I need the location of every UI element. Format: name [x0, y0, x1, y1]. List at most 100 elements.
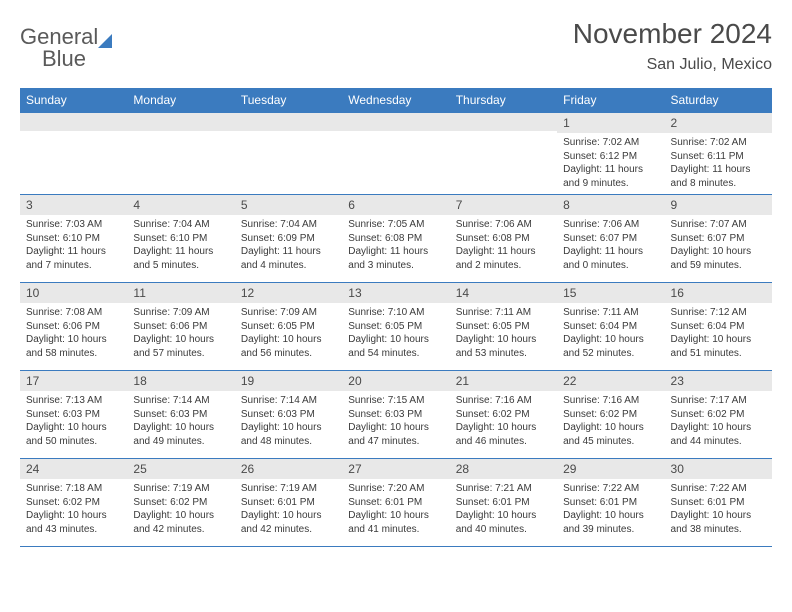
day-details: Sunrise: 7:04 AMSunset: 6:09 PMDaylight:…: [235, 215, 342, 276]
day-details: Sunrise: 7:22 AMSunset: 6:01 PMDaylight:…: [665, 479, 772, 540]
day-number: [20, 113, 127, 131]
day-cell: 6Sunrise: 7:05 AMSunset: 6:08 PMDaylight…: [342, 195, 449, 283]
day-details: Sunrise: 7:03 AMSunset: 6:10 PMDaylight:…: [20, 215, 127, 276]
day-details: Sunrise: 7:07 AMSunset: 6:07 PMDaylight:…: [665, 215, 772, 276]
daylight-line: Daylight: 10 hours and 59 minutes.: [671, 245, 766, 272]
day-number: [342, 113, 449, 131]
day-cell: 11Sunrise: 7:09 AMSunset: 6:06 PMDayligh…: [127, 283, 234, 371]
daylight-line: Daylight: 11 hours and 0 minutes.: [563, 245, 658, 272]
day-cell: 4Sunrise: 7:04 AMSunset: 6:10 PMDaylight…: [127, 195, 234, 283]
sunrise-line: Sunrise: 7:16 AM: [456, 394, 551, 408]
sunset-line: Sunset: 6:06 PM: [133, 320, 228, 334]
weekday-header: SundayMondayTuesdayWednesdayThursdayFrid…: [20, 88, 772, 113]
day-cell: 10Sunrise: 7:08 AMSunset: 6:06 PMDayligh…: [20, 283, 127, 371]
sunrise-line: Sunrise: 7:02 AM: [671, 136, 766, 150]
day-number: 22: [557, 371, 664, 391]
sunset-line: Sunset: 6:03 PM: [26, 408, 121, 422]
weekday-tuesday: Tuesday: [235, 88, 342, 113]
daylight-line: Daylight: 10 hours and 45 minutes.: [563, 421, 658, 448]
day-details: Sunrise: 7:02 AMSunset: 6:12 PMDaylight:…: [557, 133, 664, 194]
day-details: Sunrise: 7:13 AMSunset: 6:03 PMDaylight:…: [20, 391, 127, 452]
day-details: Sunrise: 7:18 AMSunset: 6:02 PMDaylight:…: [20, 479, 127, 540]
empty-cell: [450, 113, 557, 195]
day-number: 25: [127, 459, 234, 479]
sunrise-line: Sunrise: 7:17 AM: [671, 394, 766, 408]
sail-icon: [98, 34, 112, 48]
day-cell: 23Sunrise: 7:17 AMSunset: 6:02 PMDayligh…: [665, 371, 772, 459]
sunrise-line: Sunrise: 7:09 AM: [241, 306, 336, 320]
day-details: Sunrise: 7:14 AMSunset: 6:03 PMDaylight:…: [127, 391, 234, 452]
day-number: 27: [342, 459, 449, 479]
sunrise-line: Sunrise: 7:12 AM: [671, 306, 766, 320]
location: San Julio, Mexico: [573, 56, 772, 74]
sunset-line: Sunset: 6:12 PM: [563, 150, 658, 164]
day-number: 29: [557, 459, 664, 479]
calendar-table: SundayMondayTuesdayWednesdayThursdayFrid…: [20, 88, 772, 547]
sunset-line: Sunset: 6:03 PM: [348, 408, 443, 422]
week-row: 17Sunrise: 7:13 AMSunset: 6:03 PMDayligh…: [20, 371, 772, 459]
day-number: 9: [665, 195, 772, 215]
day-cell: 15Sunrise: 7:11 AMSunset: 6:04 PMDayligh…: [557, 283, 664, 371]
weekday-friday: Friday: [557, 88, 664, 113]
sunrise-line: Sunrise: 7:06 AM: [563, 218, 658, 232]
day-details: Sunrise: 7:14 AMSunset: 6:03 PMDaylight:…: [235, 391, 342, 452]
day-details: Sunrise: 7:11 AMSunset: 6:04 PMDaylight:…: [557, 303, 664, 364]
day-details: Sunrise: 7:22 AMSunset: 6:01 PMDaylight:…: [557, 479, 664, 540]
day-details: Sunrise: 7:20 AMSunset: 6:01 PMDaylight:…: [342, 479, 449, 540]
sunrise-line: Sunrise: 7:09 AM: [133, 306, 228, 320]
sunrise-line: Sunrise: 7:22 AM: [563, 482, 658, 496]
day-number: 17: [20, 371, 127, 391]
day-cell: 2 Sunrise: 7:02 AMSunset: 6:11 PMDaylight…: [665, 113, 772, 195]
daylight-line: Daylight: 10 hours and 49 minutes.: [133, 421, 228, 448]
sunset-line: Sunset: 6:02 PM: [671, 408, 766, 422]
day-cell: 5Sunrise: 7:04 AMSunset: 6:09 PMDaylight…: [235, 195, 342, 283]
daylight-line: Daylight: 11 hours and 8 minutes.: [671, 163, 766, 190]
day-details: Sunrise: 7:12 AMSunset: 6:04 PMDaylight:…: [665, 303, 772, 364]
sunset-line: Sunset: 6:10 PM: [133, 232, 228, 246]
day-cell: 1Sunrise: 7:02 AMSunset: 6:12 PMDaylight…: [557, 113, 664, 195]
day-number: 26: [235, 459, 342, 479]
month-title: November 2024: [573, 18, 772, 50]
daylight-line: Daylight: 11 hours and 3 minutes.: [348, 245, 443, 272]
sunset-line: Sunset: 6:03 PM: [133, 408, 228, 422]
daylight-line: Daylight: 10 hours and 41 minutes.: [348, 509, 443, 536]
sunset-line: Sunset: 6:08 PM: [348, 232, 443, 246]
sunset-line: Sunset: 6:08 PM: [456, 232, 551, 246]
sunset-line: Sunset: 6:03 PM: [241, 408, 336, 422]
day-number: 16: [665, 283, 772, 303]
daylight-line: Daylight: 11 hours and 4 minutes.: [241, 245, 336, 272]
day-number: [235, 113, 342, 131]
day-number: 2: [665, 113, 772, 133]
calendar-page: GeneralBlue November 2024 San Julio, Mex…: [0, 0, 792, 557]
day-number: 8: [557, 195, 664, 215]
day-cell: 17Sunrise: 7:13 AMSunset: 6:03 PMDayligh…: [20, 371, 127, 459]
day-number: 18: [127, 371, 234, 391]
sunset-line: Sunset: 6:02 PM: [26, 496, 121, 510]
sunrise-line: Sunrise: 7:13 AM: [26, 394, 121, 408]
sunset-line: Sunset: 6:04 PM: [671, 320, 766, 334]
sunset-line: Sunset: 6:11 PM: [671, 150, 766, 164]
daylight-line: Daylight: 10 hours and 47 minutes.: [348, 421, 443, 448]
day-details: Sunrise: 7:09 AMSunset: 6:06 PMDaylight:…: [127, 303, 234, 364]
day-details: Sunrise: 7:17 AMSunset: 6:02 PMDaylight:…: [665, 391, 772, 452]
sunset-line: Sunset: 6:02 PM: [456, 408, 551, 422]
header: GeneralBlue November 2024 San Julio, Mex…: [20, 18, 772, 74]
day-details: Sunrise: 7:06 AMSunset: 6:08 PMDaylight:…: [450, 215, 557, 276]
day-details: Sunrise: 7:19 AMSunset: 6:01 PMDaylight:…: [235, 479, 342, 540]
daylight-line: Daylight: 10 hours and 43 minutes.: [26, 509, 121, 536]
day-details: Sunrise: 7:10 AMSunset: 6:05 PMDaylight:…: [342, 303, 449, 364]
day-number: 24: [20, 459, 127, 479]
empty-cell: [342, 113, 449, 195]
day-details: Sunrise: 7:05 AMSunset: 6:08 PMDaylight:…: [342, 215, 449, 276]
sunset-line: Sunset: 6:02 PM: [133, 496, 228, 510]
week-row: 3Sunrise: 7:03 AMSunset: 6:10 PMDaylight…: [20, 195, 772, 283]
daylight-line: Daylight: 11 hours and 5 minutes.: [133, 245, 228, 272]
day-number: 19: [235, 371, 342, 391]
sunset-line: Sunset: 6:10 PM: [26, 232, 121, 246]
day-number: 20: [342, 371, 449, 391]
sunrise-line: Sunrise: 7:14 AM: [133, 394, 228, 408]
day-details: Sunrise: 7:16 AMSunset: 6:02 PMDaylight:…: [450, 391, 557, 452]
day-cell: 22Sunrise: 7:16 AMSunset: 6:02 PMDayligh…: [557, 371, 664, 459]
week-row: 24Sunrise: 7:18 AMSunset: 6:02 PMDayligh…: [20, 459, 772, 547]
day-cell: 9Sunrise: 7:07 AMSunset: 6:07 PMDaylight…: [665, 195, 772, 283]
